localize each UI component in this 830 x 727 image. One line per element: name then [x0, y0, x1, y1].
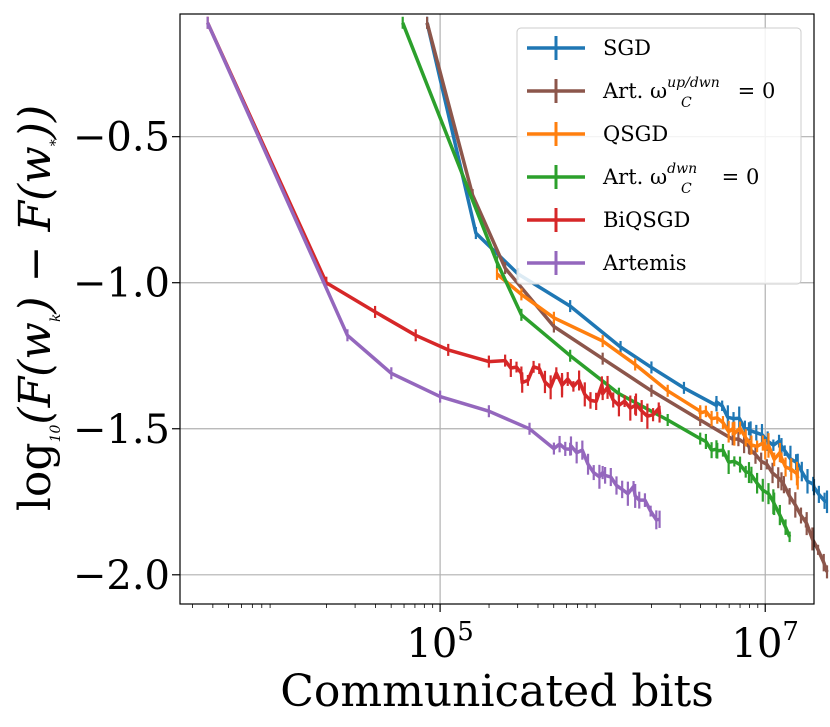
- plot-frame: [179, 13, 815, 605]
- x-tick-label: 107: [732, 617, 799, 667]
- axis-ticks: 105 107 −0.5 −1.0 −1.5 −2.0: [73, 115, 799, 667]
- legend-box: [516, 27, 802, 285]
- legend-item: BiQSGD: [527, 208, 690, 232]
- series-layer: [206, 16, 829, 579]
- legend: SGD Art. ωup/dwn C = 0 QSGD Art. ωdwn C = 0 Bi…: [516, 27, 802, 285]
- y-tick-label: −1.0: [73, 261, 170, 307]
- legend-item: Art. ωdwn C = 0: [527, 161, 759, 197]
- legend-item: Art. ωup/dwn C = 0: [527, 75, 775, 111]
- legend-label: Artemis: [602, 251, 686, 275]
- y-tick-label: −1.5: [73, 407, 170, 453]
- legend-label: BiQSGD: [603, 208, 690, 232]
- legend-label: SGD: [603, 36, 651, 60]
- y-tick-label: −0.5: [73, 115, 170, 161]
- series-art-c-dwn-0: [401, 16, 792, 543]
- legend-item: SGD: [527, 36, 651, 60]
- series-biqsgd: [206, 16, 662, 429]
- y-tick-label: −2.0: [73, 553, 170, 599]
- legend-label: Art. ωup/dwn C = 0: [602, 75, 775, 111]
- x-axis-label: Communicated bits: [280, 666, 714, 717]
- legend-label: QSGD: [603, 122, 668, 146]
- legend-item: QSGD: [527, 122, 668, 146]
- x-tick-label: 105: [406, 617, 473, 667]
- series-artemis: [206, 16, 661, 530]
- series-art-c-up-dwn-0: [425, 16, 829, 579]
- series-qsgd: [495, 267, 800, 490]
- legend-label: Art. ωdwn C = 0: [602, 161, 759, 197]
- legend-item: Artemis: [527, 251, 686, 275]
- y-axis-label: log10(F(wk) − F(w*)): [10, 105, 64, 511]
